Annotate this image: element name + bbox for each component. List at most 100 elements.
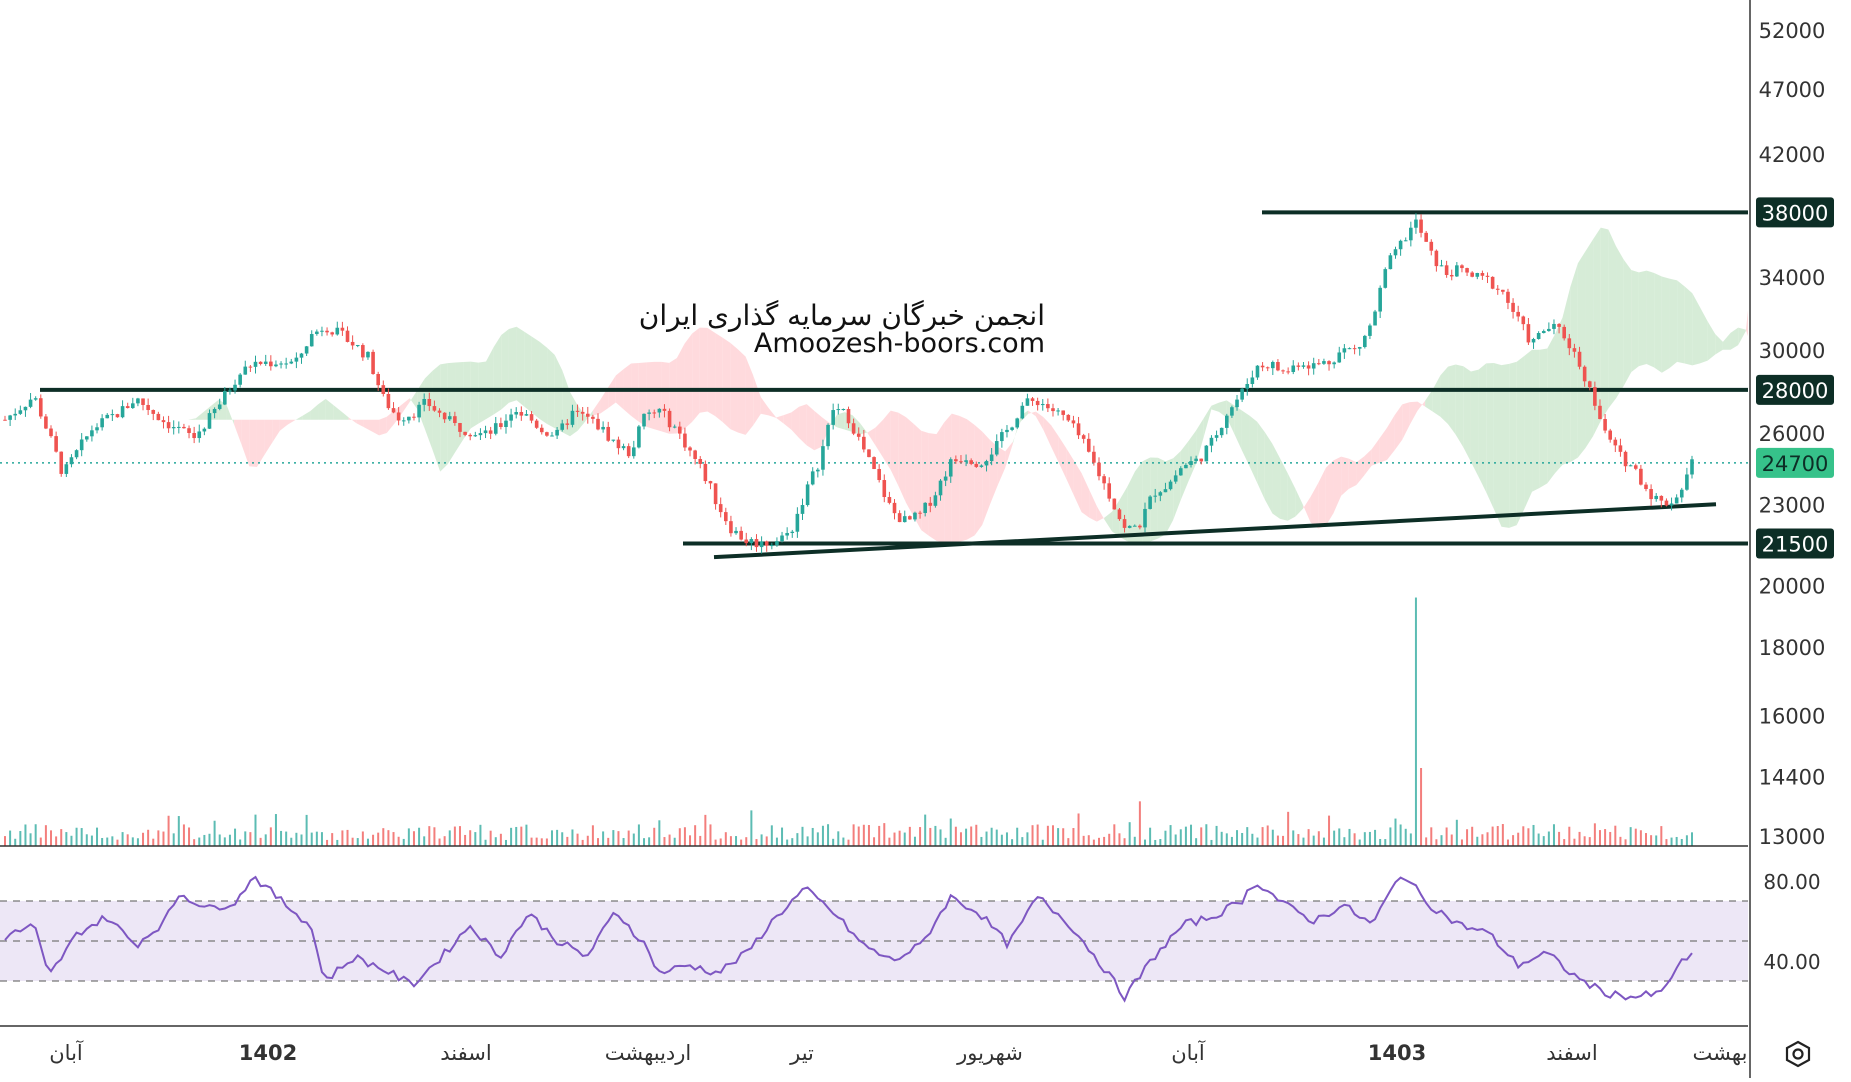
candle-body [350,341,355,346]
volume-bar [1481,834,1484,846]
candle-body [345,330,350,342]
cloud-segment [791,406,800,438]
candle-body [1317,363,1321,365]
volume-bar [1466,829,1469,846]
candle-body [1577,351,1582,367]
volume-bar [1282,835,1285,846]
volume-bar [1588,837,1591,846]
cloud-segment [340,411,349,420]
volume-bar [1593,823,1596,846]
candle-body [616,439,621,449]
price-tick-label: 23000 [1759,493,1826,517]
cloud-segment [1318,467,1326,529]
candle-body [207,413,212,429]
candle-body [1475,273,1480,277]
candle-body [115,414,120,418]
volume-bar [372,834,375,846]
candle-body [647,412,651,414]
volume-bar [627,830,630,846]
candle-body [3,419,7,421]
candle-body [279,363,283,365]
cloud-segment [1432,375,1441,417]
cloud-segment [1341,456,1349,496]
volume-bar [453,826,456,846]
candle-body [514,412,519,415]
volume-bar [699,835,702,846]
volume-bar [44,825,47,846]
rsi-line [4,875,1693,1003]
cloud-segment [1356,456,1365,485]
cloud-segment [783,412,792,430]
candle-body [524,414,529,416]
volume-bar [1092,839,1095,846]
candle-body [1485,275,1490,277]
cloud-segment [1043,417,1052,447]
candle-body [1076,423,1081,436]
volume-bar [193,839,196,846]
volume-bar [1445,827,1448,846]
candle-body [892,502,897,514]
candle-body [110,414,115,416]
candle-body [693,450,697,459]
hexagon-settings-icon[interactable] [1780,1036,1816,1072]
volume-bar [1210,839,1213,846]
cloud-segment [501,329,509,410]
volume-bar [694,825,697,846]
cloud-segment [715,332,723,423]
candle-body [1685,474,1689,490]
volume-bar [249,832,252,846]
candle-body [309,334,314,347]
volume-bar [1215,825,1218,846]
cloud-segment [386,410,395,433]
volume-bar [1251,833,1254,846]
candle-body [662,408,667,411]
candle-body [1373,311,1377,326]
volume-bar [985,831,988,846]
volume-bar [1598,830,1601,846]
volume-bar [821,825,824,846]
cloud-segment [684,333,693,429]
candle-body [836,409,841,411]
candle-body [396,412,401,421]
volume-bar [310,832,313,846]
candle-body [335,327,340,335]
volume-bar [1297,834,1300,846]
candle-body [1281,370,1285,372]
cloud-segment [1028,410,1036,417]
volume-bar [397,836,400,846]
cloud-segment [402,398,410,414]
horizontal-levels [0,210,1748,546]
candle-body [248,366,253,368]
candle-body [1628,465,1633,467]
cloud-segment [1532,349,1540,492]
cloud-segment [256,419,265,467]
candle-body [862,436,866,450]
volume-bar [1435,839,1438,846]
candle-body [1582,366,1587,382]
volume-bar [65,832,68,846]
support-trendline [713,502,1717,560]
volume-bar [878,825,881,846]
cloud-segment [653,361,662,432]
axes[interactable]: 52000 47000 42000 34000 30000 26000 23000 20000… [49,0,1851,1078]
candle-body [187,428,191,434]
candle-body [1219,427,1224,436]
volume-bar [234,828,237,846]
candle-body [1593,387,1597,406]
volume-bar [873,837,876,846]
volume-bar [9,830,12,846]
volume-bar [908,826,911,846]
cloud-segment [249,419,257,467]
candle-body [1470,272,1474,277]
volume-bar [1650,835,1653,846]
volume-bar [591,825,594,846]
candle-body [417,404,421,418]
cloud-segment [264,419,273,455]
volume-bar [182,824,185,846]
candle-body [979,465,984,467]
volume-bar [1358,839,1361,846]
volume-bars [4,597,1693,846]
volume-bar [530,837,533,846]
